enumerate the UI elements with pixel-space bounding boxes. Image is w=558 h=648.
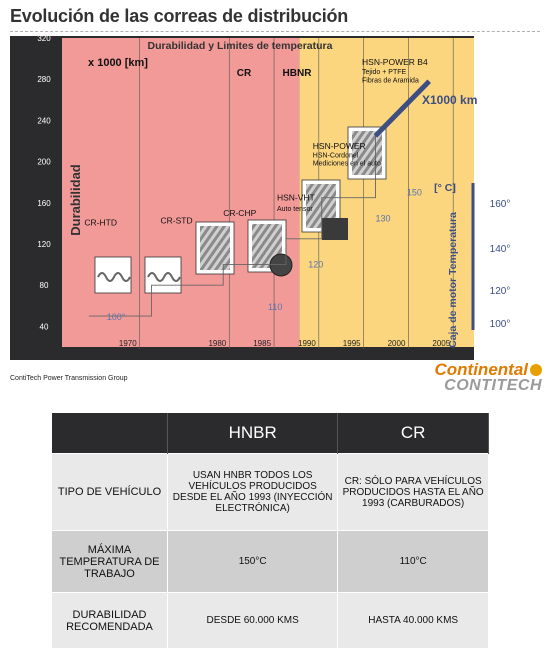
table-row: TIPO DE VEHÍCULO USAN HNBR TODOS LOS VEH… [52,454,489,531]
cell-cr-vehicle-type: CR: SÓLO PARA VEHÍCULOS PRODUCIDOS HASTA… [338,454,489,531]
y-tick-label: 40 [40,322,49,331]
table-header-row: HNBR CR [52,413,489,454]
x-tick-label: 1980 [208,339,226,348]
right-axis-title: Caja de motor Temperatura [447,212,459,348]
right-axis-unit: [° C] [434,182,456,194]
logo-line2: CONTITECH [435,378,543,394]
belt-label: HSN-POWER B4 [362,57,428,67]
x-tick-label: 2000 [388,339,406,348]
temperature-point-label: 150 [407,188,422,198]
zone-cr [62,38,299,347]
horse-icon [530,364,542,376]
right-tick-label: 160° [490,199,511,210]
y-tick-label: 280 [37,75,51,84]
temperature-point-label: 130 [375,213,390,223]
x-tick-label: 1985 [253,339,271,348]
temperature-point-label: 110 [268,302,282,312]
cell-hnbr-max-temperature: 150°C [168,531,338,593]
belt-label: CR-STD [161,215,193,225]
table-row: MÁXIMA TEMPERATURA DE TRABAJO 150°C 110°… [52,531,489,593]
measurement-device-icon [322,218,348,240]
belt-label: Auto tensor [277,206,313,213]
belt-label: Mediciones en el auto [313,161,381,168]
row-label-max-temperature: MÁXIMA TEMPERATURA DE TRABAJO [52,531,168,593]
y-tick-label: 160 [37,199,51,208]
comparison-table: HNBR CR TIPO DE VEHÍCULO USAN HNBR TODOS… [52,413,489,648]
cell-cr-max-temperature: 110°C [338,531,489,593]
belt-label: CR-CHP [223,208,256,218]
x-tick-label: 1990 [298,339,316,348]
footer-company: ContiTech Power Transmission Group [10,375,128,382]
y-tick-label: 240 [37,116,51,125]
temperature-point-label: 100° [107,312,126,322]
table-row: DURABILIDAD RECOMENDADA DESDE 60.000 KMS… [52,593,489,648]
continental-logo: Continental CONTITECH [435,362,543,394]
y-tick-label: 120 [37,240,51,249]
belt-teeth [200,226,230,270]
row-label-durability: DURABILIDAD RECOMENDADA [52,593,168,648]
belt-label: Tejido + PTFE [362,69,406,76]
x-tick-label: 1970 [119,339,137,348]
belt-label: HSN-VHT [277,193,315,203]
belt-label: HSN-POWER [313,141,366,151]
series-label: X1000 km [422,93,477,107]
chart-title: Durabilidad y Limites de temperatura [148,40,333,52]
temperature-point-label: 120 [308,260,323,270]
y-tick-label: 320 [37,34,51,43]
belt-label: Fibras de Aramida [362,77,419,84]
y-tick-label: 80 [40,281,49,290]
y-axis-title: Durabilidad [68,164,83,236]
right-tick-label: 140° [490,244,511,255]
zone-label-cr: CR [237,68,252,79]
header-hnbr: HNBR [168,413,338,454]
cell-hnbr-durability: DESDE 60.000 KMS [168,593,338,648]
right-tick-label: 120° [490,286,511,297]
zone-label-hbnr: HBNR [283,68,313,79]
y-tick-label: 200 [37,158,51,167]
belt-label: HSN-Cordonel [313,152,359,159]
x-tick-label: 1995 [343,339,361,348]
cell-hnbr-vehicle-type: USAN HNBR TODOS LOS VEHÍCULOS PRODUCIDOS… [168,454,338,531]
right-tick-label: 100° [490,319,511,330]
y-unit-label: x 1000 [km] [88,57,148,69]
header-cr: CR [338,413,489,454]
cell-cr-durability: HASTA 40.000 KMS [338,593,489,648]
belt-label: CR-HTD [84,217,117,227]
header-empty [52,413,168,454]
row-label-vehicle-type: TIPO DE VEHÍCULO [52,454,168,531]
